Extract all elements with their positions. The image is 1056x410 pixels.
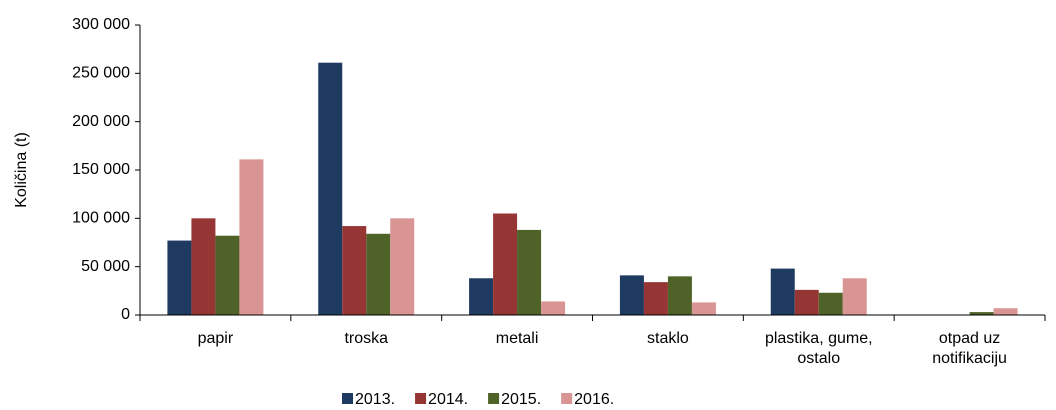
x-tick-label: troska: [344, 330, 389, 347]
bar: [993, 308, 1018, 315]
legend-swatch: [561, 393, 573, 404]
bar: [469, 278, 494, 315]
y-tick-label: 50 000: [81, 258, 130, 275]
legend-label: 2016.: [574, 391, 614, 408]
y-axis-label: Količina (t): [13, 132, 30, 208]
bar: [390, 218, 415, 315]
legend-swatch: [342, 393, 353, 404]
bar: [619, 275, 644, 315]
bar: [517, 229, 542, 315]
y-tick-label: 150 000: [72, 161, 130, 178]
bar: [167, 240, 192, 315]
legend-label: 2014.: [428, 391, 468, 408]
y-tick-label: 300 000: [72, 16, 130, 33]
x-tick-label: papir: [197, 330, 234, 347]
bar: [239, 159, 264, 315]
y-tick-label: 250 000: [72, 65, 130, 82]
bar: [969, 312, 994, 315]
bar: [215, 235, 240, 315]
bar: [691, 302, 716, 315]
legend-label: 2013.: [355, 391, 395, 408]
legend-swatch: [488, 393, 500, 404]
x-tick-label: plastika, gume, ostalo: [764, 330, 873, 367]
bar: [818, 292, 843, 315]
x-tick-label: staklo: [647, 330, 689, 347]
bar: [770, 268, 795, 315]
x-tick-label: otpad uz notifikaciju: [932, 330, 1007, 367]
y-tick-label: 0: [121, 306, 130, 323]
legend-label: 2015.: [501, 391, 541, 408]
bar: [493, 213, 518, 315]
bar: [318, 62, 343, 316]
bar: [643, 282, 668, 315]
bar: [794, 289, 819, 315]
bar: [191, 218, 216, 315]
x-tick-label: metali: [495, 330, 539, 347]
bar: [842, 278, 867, 315]
legend-swatch: [415, 393, 427, 404]
y-tick-label: 100 000: [72, 210, 130, 227]
bar: [366, 233, 391, 315]
bar: [541, 301, 566, 315]
bar: [342, 226, 367, 315]
bar: [667, 276, 692, 315]
y-tick-label: 200 000: [72, 113, 130, 130]
